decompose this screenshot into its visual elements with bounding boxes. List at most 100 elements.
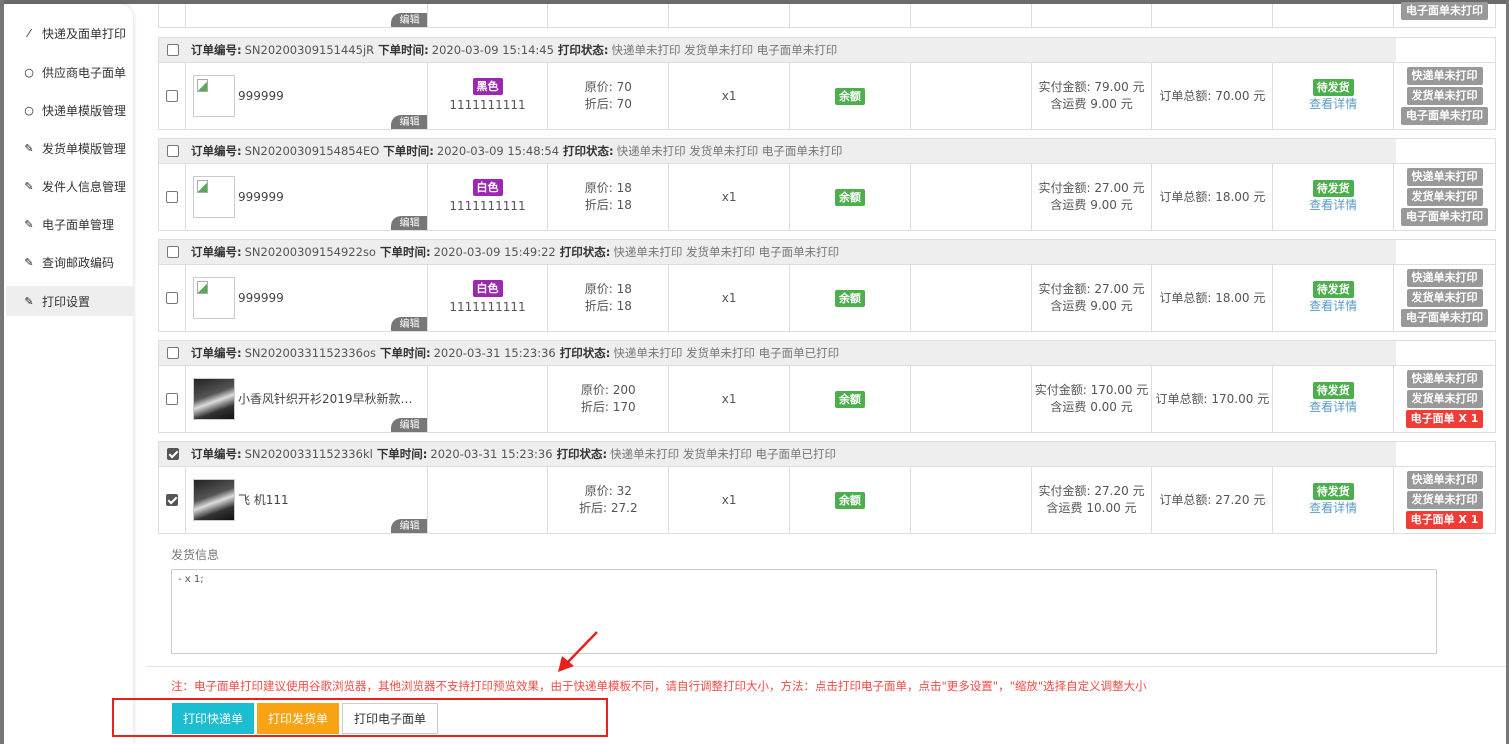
shipping-info-textarea[interactable]: - x 1; xyxy=(171,569,1437,654)
sidebar-item-4[interactable]: ✎ 发货单模版管理 xyxy=(6,133,133,163)
orig-price-label: 原价: xyxy=(584,80,617,94)
order-time: 2020-03-09 15:49:22 xyxy=(433,245,556,259)
circle-icon: ○ xyxy=(24,103,34,117)
product-name: 999999 xyxy=(237,88,284,103)
print-status-tag[interactable]: 发货单未打印 xyxy=(1406,289,1483,307)
print-status-tag[interactable]: 快递单未打印 xyxy=(1406,168,1483,186)
discount-price: 70 xyxy=(616,97,632,111)
sidebar-item-8[interactable]: ✎ 打印设置 xyxy=(6,286,133,316)
order-cell: 待发货 查看详情 xyxy=(1273,366,1395,432)
order-cell: 原价: 32 折后: 27.2 xyxy=(548,467,670,533)
circle-icon: ○ xyxy=(24,65,34,79)
edit-button[interactable]: 编辑 xyxy=(390,519,427,533)
print-status-tag[interactable]: 电子面单 X 1 xyxy=(1405,511,1484,529)
order-checkbox[interactable] xyxy=(167,44,179,56)
sidebar-item-2[interactable]: ○ 供应商电子面单 xyxy=(6,57,133,87)
print-status-tag[interactable]: 快递单未打印 xyxy=(1406,370,1483,388)
order-no-label: 订单编号: xyxy=(191,43,242,57)
sidebar-item-3[interactable]: ○ 快递单模版管理 xyxy=(6,95,133,125)
print-status-tag[interactable]: 电子面单未打印 xyxy=(1401,107,1489,125)
paid-label: 实付金额: xyxy=(1038,80,1095,94)
print-status: 快递单未打印 发货单未打印 电子面单未打印 xyxy=(611,43,838,57)
order-time: 2020-03-09 15:48:54 xyxy=(436,144,560,158)
print-status-tag[interactable]: 电子面单 X 1 xyxy=(1405,410,1484,428)
order-total: 70.00 xyxy=(1215,88,1250,103)
sidebar-item-7[interactable]: ✎ 查询邮政编码 xyxy=(6,247,133,277)
order-cell: 订单总额: 18.00 元 xyxy=(1152,265,1274,331)
order-item-checkbox[interactable] xyxy=(165,191,178,203)
yuan: 元 xyxy=(1249,88,1266,103)
total-label: 订单总额: xyxy=(1159,189,1216,204)
edit-button[interactable]: 编辑 xyxy=(390,13,427,27)
print-delivery-button[interactable]: 打印发货单 xyxy=(257,703,340,734)
order-item-checkbox[interactable] xyxy=(165,494,178,506)
quantity: x1 xyxy=(721,189,737,204)
paid-amount: 27.00 xyxy=(1094,181,1129,195)
edit-button[interactable]: 编辑 xyxy=(390,216,427,230)
yuan: 元 xyxy=(1132,383,1149,397)
order-item-checkbox[interactable] xyxy=(165,292,178,304)
order-checkbox[interactable] xyxy=(167,145,179,157)
order-time: 2020-03-09 15:14:45 xyxy=(431,43,554,57)
order-checkbox[interactable] xyxy=(167,448,179,460)
order-total: 18.00 xyxy=(1215,189,1250,204)
order-header: 订单编号: SN20200309154922so 下单时间: 2020-03-09 1… xyxy=(158,239,1496,265)
print-status-tag[interactable]: 发货单未打印 xyxy=(1406,491,1483,509)
order-checkbox[interactable] xyxy=(167,246,179,258)
order-cell xyxy=(911,164,1032,230)
order-no: SN20200309154922so xyxy=(244,245,376,259)
view-detail-link[interactable]: 查看详情 xyxy=(1309,97,1358,111)
paid-amount: 170.00 xyxy=(1090,383,1133,397)
scrollbar[interactable] xyxy=(1506,0,1509,744)
sidebar-item-6[interactable]: ✎ 电子面单管理 xyxy=(6,209,133,239)
order-item-checkbox[interactable] xyxy=(165,393,178,405)
view-detail-link[interactable]: 查看详情 xyxy=(1309,501,1358,515)
edit-icon: ✎ xyxy=(24,255,34,269)
sidebar-item-5[interactable]: ✎ 发件人信息管理 xyxy=(6,171,133,201)
order-state-badge: 待发货 xyxy=(1312,79,1354,96)
order-header: 订单编号: SN20200331152336kl 下单时间: 2020-03-31 1… xyxy=(158,441,1496,467)
sidebar-item-label: 查询邮政编码 xyxy=(42,255,115,270)
order-cell: x1 xyxy=(669,63,791,129)
print-status-tag[interactable]: 快递单未打印 xyxy=(1406,471,1483,489)
order-cell: x1 xyxy=(669,467,791,533)
product-image xyxy=(192,176,235,218)
yuan: 元 xyxy=(1249,492,1266,507)
payment-method-badge: 余额 xyxy=(834,289,865,307)
yuan: 元 xyxy=(1128,181,1145,195)
edit-button[interactable]: 编辑 xyxy=(390,115,427,129)
print-status-tag[interactable]: 发货单未打印 xyxy=(1406,188,1483,206)
print-express-button[interactable]: 打印快递单 xyxy=(172,703,255,734)
yuan: 元 xyxy=(1120,501,1137,515)
order-cell xyxy=(911,63,1032,129)
print-status-tag[interactable]: 发货单未打印 xyxy=(1406,87,1483,105)
order-checkbox[interactable] xyxy=(167,347,179,359)
paid-label: 实付金额: xyxy=(1038,484,1095,498)
print-eform-button[interactable]: 打印电子面单 xyxy=(342,703,439,734)
print-status-tag[interactable]: 快递单未打印 xyxy=(1406,67,1483,85)
print-status-tag[interactable]: 电子面单未打印 xyxy=(1401,208,1489,226)
yuan: 元 xyxy=(1128,282,1145,296)
order-cell: 快递单未打印 发货单未打印 电子面单未打印 xyxy=(1394,265,1495,331)
view-detail-link[interactable]: 查看详情 xyxy=(1309,299,1358,313)
order-item-checkbox[interactable] xyxy=(165,90,178,102)
view-detail-link[interactable]: 查看详情 xyxy=(1309,198,1358,212)
product-name: 999999 xyxy=(237,189,284,204)
order-cell: 实付金额: 27.00 元含运费 9.00 元 xyxy=(1032,265,1153,331)
payment-method-badge: 余额 xyxy=(834,491,865,509)
order-time-label: 下单时间: xyxy=(379,346,431,360)
partial-order-row: 编辑 电子面单未打印 xyxy=(158,2,1496,28)
edit-button[interactable]: 编辑 xyxy=(390,317,427,331)
print-status-tag[interactable]: 电子面单未打印 xyxy=(1401,309,1489,327)
order-no: SN20200309154854EO xyxy=(244,144,380,158)
edit-button[interactable]: 编辑 xyxy=(390,418,427,432)
spec-tag: 黑色 xyxy=(472,78,503,95)
order-cell: 白色 1111111111 xyxy=(428,164,549,230)
order-cell: x1 xyxy=(669,164,791,230)
sidebar-item-1[interactable]: ⁄ 快递及面单打印 xyxy=(6,18,133,48)
print-status-tag[interactable]: 快递单未打印 xyxy=(1406,269,1483,287)
print-status: 快递单未打印 发货单未打印 电子面单已打印 xyxy=(610,447,836,461)
orig-price: 18 xyxy=(616,181,632,195)
view-detail-link[interactable]: 查看详情 xyxy=(1309,400,1358,414)
print-status-tag[interactable]: 发货单未打印 xyxy=(1406,390,1483,408)
